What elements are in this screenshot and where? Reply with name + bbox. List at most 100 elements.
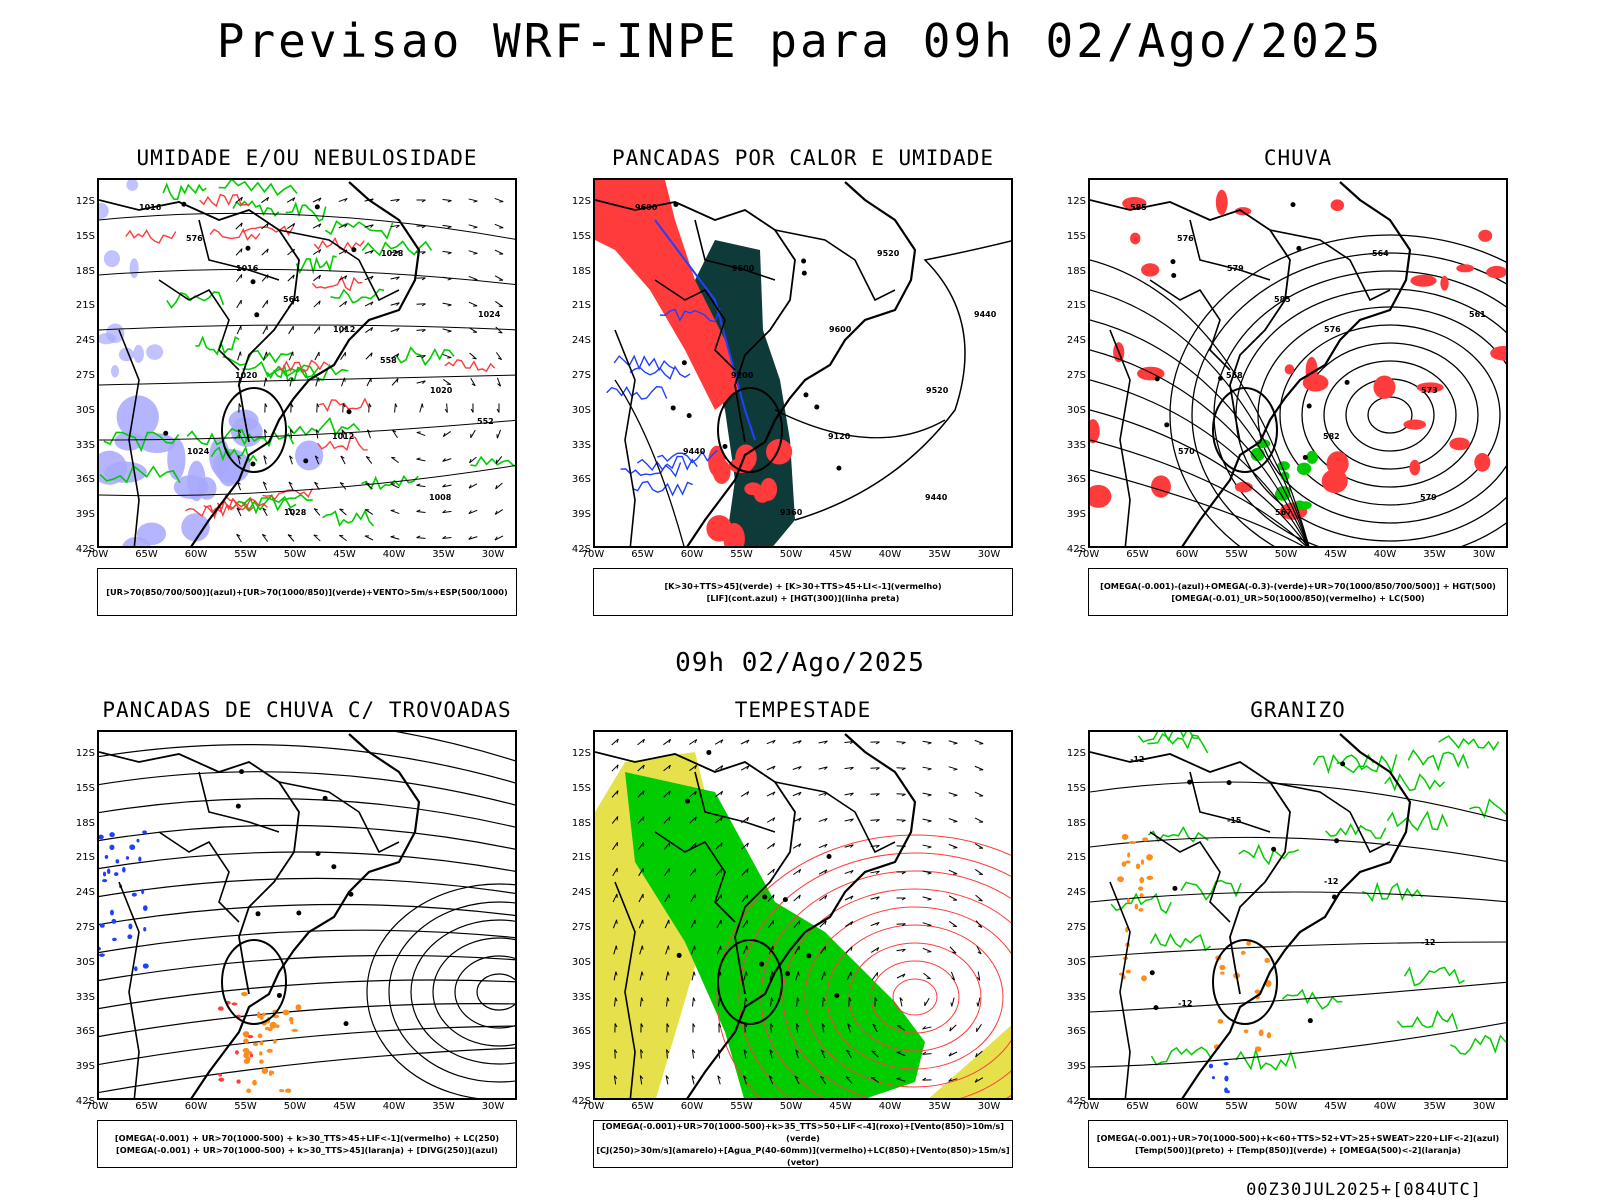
latitude-label: 15S: [75, 230, 95, 242]
contour-label: 567: [1275, 508, 1292, 517]
contour-label: 9520: [877, 249, 900, 258]
contour-label: 1012: [332, 432, 354, 441]
latitude-label: 24S: [571, 335, 591, 347]
contour-label: 564: [1372, 249, 1389, 258]
longitude-label: 30W: [977, 549, 1001, 560]
contour-label: 1016: [139, 203, 162, 212]
latitude-label: 30S: [571, 404, 591, 416]
longitude-label: 35W: [1423, 1101, 1446, 1112]
panel-legend: [UR>70(850/700/500)](azul)+[UR>70(1000/8…: [97, 568, 517, 616]
latitude-label: 18S: [75, 817, 95, 829]
contour-label: -12: [1130, 755, 1144, 764]
latitude-label: 42S: [75, 544, 95, 555]
latitude-label: 12S: [75, 748, 95, 759]
latitude-label: 39S: [1066, 509, 1086, 521]
map-svg: [99, 732, 515, 1098]
latitude-label: 21S: [1066, 300, 1086, 312]
longitude-label: 30W: [481, 1101, 505, 1112]
latitude-label: 12S: [1066, 748, 1086, 759]
panel-title: UMIDADE E/OU NEBULOSIDADE: [136, 146, 478, 170]
longitude-label: 35W: [1423, 549, 1446, 560]
main-title: Previsao WRF-INPE para 09h 02/Ago/2025: [216, 14, 1384, 68]
contour-label: 558: [1226, 371, 1243, 380]
latitude-label: 42S: [571, 544, 591, 555]
longitude-label: 50W: [1274, 1101, 1298, 1112]
latitude-label: 39S: [75, 1061, 95, 1073]
panel-legend: [OMEGA(-0.001)+UR>70(1000-500)+k>35_TTS>…: [593, 1120, 1013, 1168]
panel-title: GRANIZO: [1250, 698, 1346, 722]
latitude-label: 42S: [1066, 544, 1086, 555]
longitude-label: 45W: [829, 549, 852, 560]
contour-label: -15: [1227, 816, 1242, 825]
longitude-label: 50W: [779, 549, 803, 560]
contour-label: 9440: [925, 493, 948, 502]
longitude-label: 30W: [1472, 549, 1496, 560]
latitude-label: 21S: [75, 300, 95, 312]
longitude-label: 70W: [581, 549, 605, 560]
longitude-label: 40W: [878, 549, 902, 560]
contour-label: 9440: [683, 447, 706, 456]
latitude-label: 27S: [75, 922, 95, 933]
longitude-label: 70W: [1076, 1101, 1100, 1112]
latitude-label: 30S: [75, 956, 95, 968]
legend-line: [LIF](cont.azul) + [HGT(300)](linha pret…: [706, 593, 900, 603]
longitude-label: 55W: [234, 1101, 257, 1112]
contour-label: 552: [477, 417, 494, 426]
forecast-map: [593, 730, 1013, 1100]
panel-title: PANCADAS POR CALOR E UMIDADE: [611, 146, 994, 170]
contour-label: 9120: [828, 432, 851, 441]
latitude-label: 30S: [75, 404, 95, 416]
contour-label: 576: [1177, 234, 1194, 243]
latitude-label: 21S: [1066, 852, 1086, 864]
contour-label: 9200: [731, 371, 754, 380]
longitude-label: 70W: [85, 1101, 109, 1112]
latitude-label: 15S: [75, 782, 95, 794]
longitude-label: 60W: [680, 549, 704, 560]
latitude-label: 27S: [571, 922, 591, 933]
legend-line: [OMEGA(-0.001)-(azul)+OMEGA(-0.3)-(verde…: [1100, 581, 1496, 591]
longitude-label: 45W: [1324, 1101, 1347, 1112]
latitude-label: 24S: [1066, 335, 1086, 347]
legend-line: [OMEGA(-0.01)_UR>50(1000/850)(vermelho) …: [1171, 593, 1425, 603]
longitude-label: 30W: [1472, 1101, 1496, 1112]
contour-label: 561: [1469, 310, 1486, 319]
map-svg: 9600 9600 9600 9520 9440 9360 9520 9440 9200 9120…: [595, 180, 1011, 546]
legend-line: [CJ(250)>30m/s](amarelo)+[Agua_P(40-60mm…: [596, 1145, 1010, 1167]
latitude-label: 39S: [75, 509, 95, 521]
legend-line: [OMEGA(-0.001)+UR>70(1000-500)+k>35_TTS>…: [601, 1121, 1005, 1143]
latitude-label: 24S: [75, 335, 95, 347]
latitude-label: 18S: [75, 265, 95, 277]
longitude-label: 45W: [333, 549, 356, 560]
latitude-label: 24S: [75, 887, 95, 899]
latitude-label: 33S: [75, 991, 95, 1003]
longitude-label: 40W: [382, 1101, 406, 1112]
longitude-label: 55W: [1225, 1101, 1248, 1112]
latitude-label: 30S: [1066, 956, 1086, 968]
latitude-label: 42S: [1066, 1096, 1086, 1107]
longitude-label: 50W: [283, 549, 307, 560]
longitude-label: 45W: [1324, 549, 1347, 560]
latitude-label: 27S: [75, 370, 95, 381]
latitude-label: 30S: [571, 956, 591, 968]
contour-label: 1012: [333, 325, 355, 334]
valid-time-title: 09h 02/Ago/2025: [675, 648, 925, 678]
longitude-label: 60W: [1175, 1101, 1199, 1112]
legend-line: [OMEGA(-0.001) + UR>70(1000-500) + k>30_…: [114, 1133, 500, 1143]
contour-label: 1016: [236, 264, 259, 273]
latitude-label: 39S: [571, 1061, 591, 1073]
longitude-label: 30W: [977, 1101, 1001, 1112]
latitude-label: 12S: [1066, 196, 1086, 207]
longitude-label: 40W: [878, 1101, 902, 1112]
contour-label: 1020: [430, 386, 453, 395]
latitude-label: 39S: [571, 509, 591, 521]
panel-legend: [OMEGA(-0.001) + UR>70(1000-500) + k>30_…: [97, 1120, 517, 1168]
longitude-label: 60W: [184, 1101, 208, 1112]
latitude-label: 36S: [1066, 1026, 1086, 1038]
latitude-label: 33S: [571, 991, 591, 1003]
longitude-label: 40W: [1373, 549, 1397, 560]
latitude-label: 33S: [75, 439, 95, 451]
longitude-label: 40W: [382, 549, 406, 560]
longitude-label: 70W: [1076, 549, 1100, 560]
longitude-label: 65W: [631, 549, 654, 560]
contour-label: 573: [1421, 386, 1438, 395]
